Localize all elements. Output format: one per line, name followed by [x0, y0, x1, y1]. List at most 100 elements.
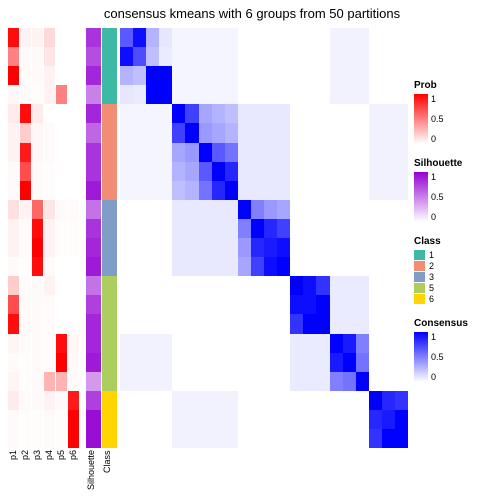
heat-row [120, 85, 408, 104]
heat-cell [238, 85, 251, 104]
prob-cell [8, 104, 19, 123]
prob-cell [32, 429, 43, 448]
plot-area [8, 28, 408, 448]
prob-cell [68, 429, 79, 448]
heat-cell [133, 353, 146, 372]
heat-cell [199, 219, 212, 238]
class-cell [102, 66, 117, 85]
heat-row [120, 334, 408, 353]
heat-cell [199, 28, 212, 47]
prob-cell [20, 123, 31, 142]
prob-cell [32, 353, 43, 372]
silhouette-cell [86, 162, 101, 181]
prob-cell [68, 47, 79, 66]
heat-cell [146, 123, 159, 142]
col-label-class: Class [102, 450, 118, 500]
anno-col-p6 [68, 28, 79, 448]
heat-cell [395, 104, 408, 123]
prob-cell [8, 200, 19, 219]
heat-cell [303, 104, 316, 123]
heat-cell [343, 200, 356, 219]
prob-cell [8, 85, 19, 104]
prob-cell [56, 295, 67, 314]
heat-cell [212, 372, 225, 391]
heat-cell [264, 295, 277, 314]
heat-cell [225, 238, 238, 257]
heat-cell [290, 391, 303, 410]
heat-cell [133, 276, 146, 295]
heat-row [120, 200, 408, 219]
heat-cell [199, 66, 212, 85]
heat-cell [172, 47, 185, 66]
heat-cell [316, 238, 329, 257]
prob-cell [20, 143, 31, 162]
prob-cell [56, 314, 67, 333]
heat-cell [395, 276, 408, 295]
legend-class-item: 5 [414, 283, 500, 293]
prob-cell [44, 314, 55, 333]
heat-cell [264, 181, 277, 200]
silhouette-cell [86, 314, 101, 333]
prob-cell [56, 238, 67, 257]
heat-cell [225, 181, 238, 200]
prob-cell [20, 104, 31, 123]
heat-cell [303, 429, 316, 448]
heat-cell [303, 314, 316, 333]
prob-cell [56, 85, 67, 104]
heat-cell [382, 47, 395, 66]
class-cell [102, 28, 117, 47]
prob-cell [56, 391, 67, 410]
heat-cell [264, 353, 277, 372]
class-cell [102, 200, 117, 219]
prob-cell [8, 372, 19, 391]
heat-cell [225, 257, 238, 276]
heat-cell [264, 334, 277, 353]
prob-cell [32, 238, 43, 257]
prob-cell [20, 219, 31, 238]
heat-cell [330, 28, 343, 47]
heat-cell [225, 123, 238, 142]
heat-cell [316, 257, 329, 276]
heat-cell [120, 47, 133, 66]
heat-cell [225, 200, 238, 219]
heat-cell [159, 181, 172, 200]
heat-cell [303, 200, 316, 219]
heat-cell [264, 66, 277, 85]
heat-cell [395, 391, 408, 410]
heat-cell [395, 295, 408, 314]
prob-cell [44, 28, 55, 47]
prob-cell [68, 391, 79, 410]
prob-cell [44, 295, 55, 314]
heat-cell [120, 85, 133, 104]
heat-cell [316, 162, 329, 181]
heat-cell [199, 410, 212, 429]
heat-cell [212, 47, 225, 66]
prob-cell [32, 143, 43, 162]
heat-cell [277, 181, 290, 200]
heat-cell [212, 200, 225, 219]
heat-cell [382, 276, 395, 295]
heat-cell [303, 181, 316, 200]
heat-cell [290, 353, 303, 372]
silhouette-cell [86, 257, 101, 276]
heat-cell [251, 104, 264, 123]
heat-cell [251, 66, 264, 85]
prob-cell [20, 257, 31, 276]
prob-cell [32, 66, 43, 85]
legend-class: Class 12356 [414, 236, 500, 304]
heat-cell [356, 295, 369, 314]
heat-cell [395, 181, 408, 200]
heat-cell [251, 143, 264, 162]
heat-cell [395, 334, 408, 353]
heat-cell [133, 28, 146, 47]
heat-cell [316, 47, 329, 66]
heat-cell [133, 410, 146, 429]
heat-cell [146, 334, 159, 353]
heat-cell [290, 47, 303, 66]
prob-cell [8, 123, 19, 142]
heat-cell [277, 334, 290, 353]
heat-cell [356, 276, 369, 295]
heat-cell [199, 143, 212, 162]
heat-cell [343, 353, 356, 372]
heat-cell [343, 314, 356, 333]
